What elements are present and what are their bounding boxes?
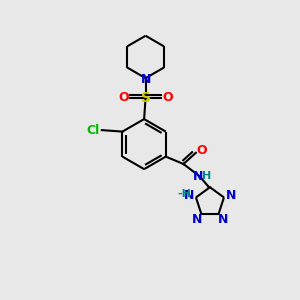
Text: H: H [202,171,211,182]
Text: N: N [192,213,202,226]
Text: -H: -H [177,189,191,199]
Text: N: N [140,73,151,86]
Text: N: N [226,189,236,202]
Text: N: N [193,170,203,183]
Text: N: N [218,213,228,226]
Text: N: N [184,189,194,202]
Text: S: S [141,91,151,105]
Text: O: O [196,144,207,157]
Text: Cl: Cl [86,124,100,136]
Text: O: O [162,92,173,104]
Text: O: O [118,92,129,104]
